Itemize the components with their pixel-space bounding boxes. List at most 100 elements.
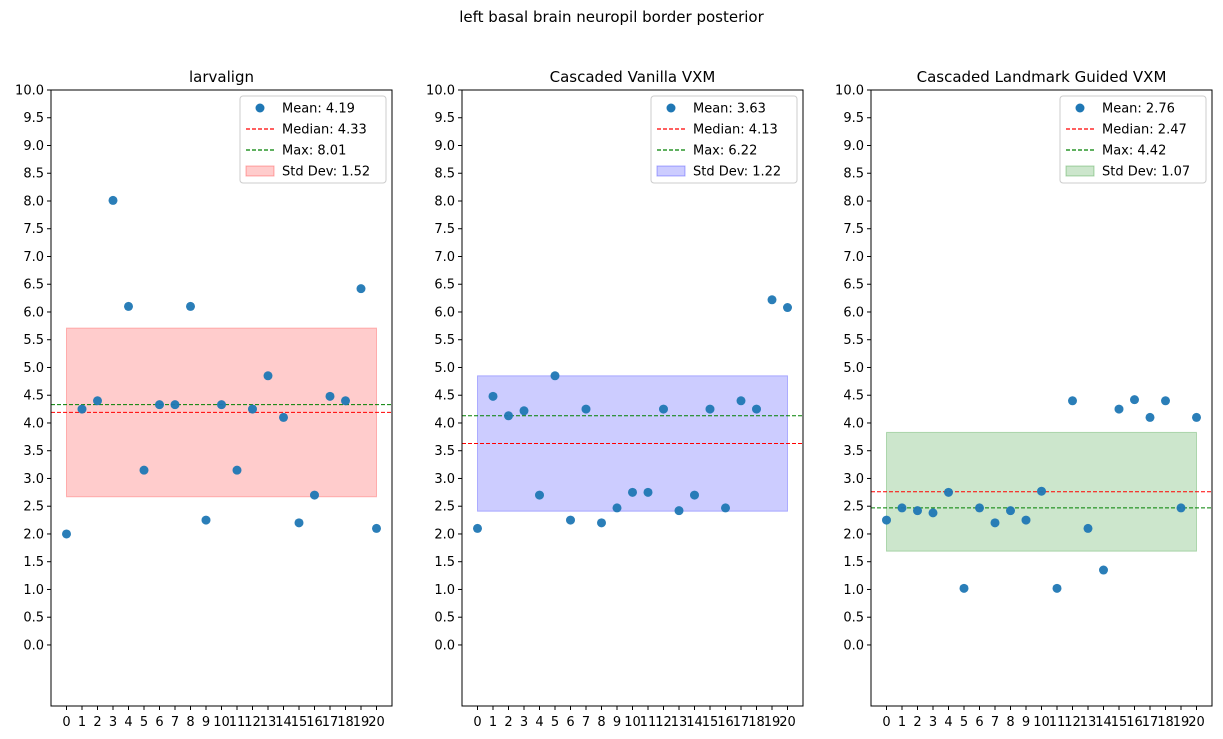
data-point — [975, 503, 984, 513]
x-tick-label: 15 — [291, 715, 308, 730]
y-tick-label: 0.5 — [434, 611, 455, 626]
data-point — [674, 506, 684, 516]
y-tick-label: 7.5 — [434, 222, 455, 237]
data-point — [767, 295, 777, 305]
x-tick-label: 0 — [473, 715, 481, 730]
data-point — [279, 412, 288, 422]
x-tick-label: 18 — [748, 715, 765, 730]
x-tick-label: 12 — [655, 715, 672, 730]
legend-std-label: Std Dev: 1.07 — [1102, 165, 1190, 180]
legend-max-label: Max: 6.22 — [693, 144, 757, 159]
y-tick-label: 7.0 — [23, 250, 44, 265]
y-tick-label: 1.0 — [23, 583, 44, 598]
legend-median-label: Median: 4.33 — [282, 123, 367, 138]
data-point — [124, 301, 133, 311]
data-point — [62, 529, 71, 539]
subplot-title: Cascaded Vanilla VXM — [550, 68, 716, 86]
data-point — [473, 523, 482, 533]
data-point — [550, 371, 560, 381]
y-tick-label: 2.0 — [434, 527, 455, 542]
x-tick-label: 16 — [717, 715, 734, 730]
x-tick-label: 19 — [1173, 715, 1190, 730]
x-tick-label: 9 — [202, 715, 210, 730]
x-tick-label: 3 — [929, 715, 937, 730]
subplot-3: Cascaded Landmark Guided VXM 0.0 0.5 1.0 1.5… — [835, 68, 1213, 730]
y-tick-label: 5.5 — [434, 333, 455, 348]
x-tick-label: 8 — [1006, 715, 1014, 730]
x-tick-label: 2 — [93, 715, 101, 730]
data-point — [294, 518, 304, 528]
y-tick-label: 1.0 — [843, 583, 864, 598]
y-tick-label: 0.0 — [434, 638, 455, 653]
y-tick-label: 2.0 — [843, 527, 864, 542]
x-tick-label: 13 — [671, 715, 688, 730]
x-tick-label: 2 — [913, 715, 921, 730]
y-tick-label: 10.0 — [15, 84, 44, 99]
data-point — [356, 284, 366, 294]
data-point — [897, 503, 907, 513]
data-point — [170, 400, 180, 410]
legend-patch — [245, 165, 275, 177]
data-point — [504, 411, 513, 421]
y-tick-label: 1.5 — [843, 555, 864, 570]
data-point — [519, 406, 529, 416]
legend: Mean: 3.63 Median: 4.13 Max: 6.22 Std Dev: … — [650, 95, 798, 184]
legend-max-label: Max: 4.42 — [1102, 144, 1166, 159]
data-point — [1052, 583, 1062, 593]
x-tick-label: 13 — [1080, 715, 1097, 730]
y-tick-label: 8.0 — [434, 194, 455, 209]
data-point — [783, 303, 792, 313]
x-tick-label: 8 — [186, 715, 194, 730]
y-tick-label: 4.5 — [434, 389, 455, 404]
x-tick-label: 15 — [1111, 715, 1128, 730]
x-tick-label: 20 — [779, 715, 796, 730]
subplot-title: Cascaded Landmark Guided VXM — [917, 68, 1167, 86]
data-point — [1068, 396, 1077, 406]
legend-marker — [1075, 103, 1085, 113]
x-tick-label: 0 — [882, 715, 890, 730]
x-tick-label: 15 — [702, 715, 719, 730]
y-tick-label: 6.5 — [23, 278, 44, 293]
x-tick-label: 20 — [1188, 715, 1205, 730]
x-tick-label: 14 — [275, 715, 292, 730]
y-tick-label: 4.0 — [843, 416, 864, 431]
x-tick-label: 10 — [1033, 715, 1050, 730]
data-point — [1037, 486, 1046, 496]
x-tick-label: 9 — [613, 715, 621, 730]
legend-mean-label: Mean: 4.19 — [282, 102, 355, 117]
y-tick-label: 8.0 — [843, 194, 864, 209]
data-point — [1021, 515, 1031, 525]
legend-patch — [1065, 165, 1095, 177]
x-tick-label: 14 — [1095, 715, 1112, 730]
x-tick-label: 2 — [504, 715, 512, 730]
x-tick-label: 3 — [109, 715, 117, 730]
x-tick-label: 10 — [213, 715, 230, 730]
y-tick-label: 9.0 — [23, 139, 44, 154]
data-point — [721, 503, 730, 513]
x-tick-label: 7 — [582, 715, 590, 730]
data-point — [341, 396, 350, 406]
x-tick-label: 3 — [520, 715, 528, 730]
legend: Mean: 2.76 Median: 2.47 Max: 4.42 Std Dev: … — [1059, 95, 1207, 184]
x-tick-label: 11 — [229, 715, 246, 730]
data-point — [913, 506, 922, 516]
data-point — [310, 490, 319, 500]
legend-std-label: Std Dev: 1.52 — [282, 165, 370, 180]
data-point — [612, 503, 622, 513]
x-tick-label: 12 — [244, 715, 261, 730]
x-tick-label: 5 — [551, 715, 559, 730]
y-tick-label: 7.5 — [843, 222, 864, 237]
x-tick-label: 4 — [535, 715, 543, 730]
y-tick-label: 3.5 — [843, 444, 864, 459]
legend-marker — [255, 103, 265, 113]
data-point — [248, 404, 257, 414]
y-tick-label: 1.5 — [434, 555, 455, 570]
data-point — [325, 391, 335, 401]
data-point — [752, 404, 761, 414]
subplot-2: Cascaded Vanilla VXM 0.0 0.5 1.0 1.5 2.0 2.5 3.… — [426, 68, 804, 730]
y-tick-label: 3.0 — [434, 472, 455, 487]
x-tick-label: 8 — [597, 715, 605, 730]
x-tick-label: 5 — [960, 715, 968, 730]
y-tick-label: 7.5 — [23, 222, 44, 237]
data-point — [535, 490, 544, 500]
